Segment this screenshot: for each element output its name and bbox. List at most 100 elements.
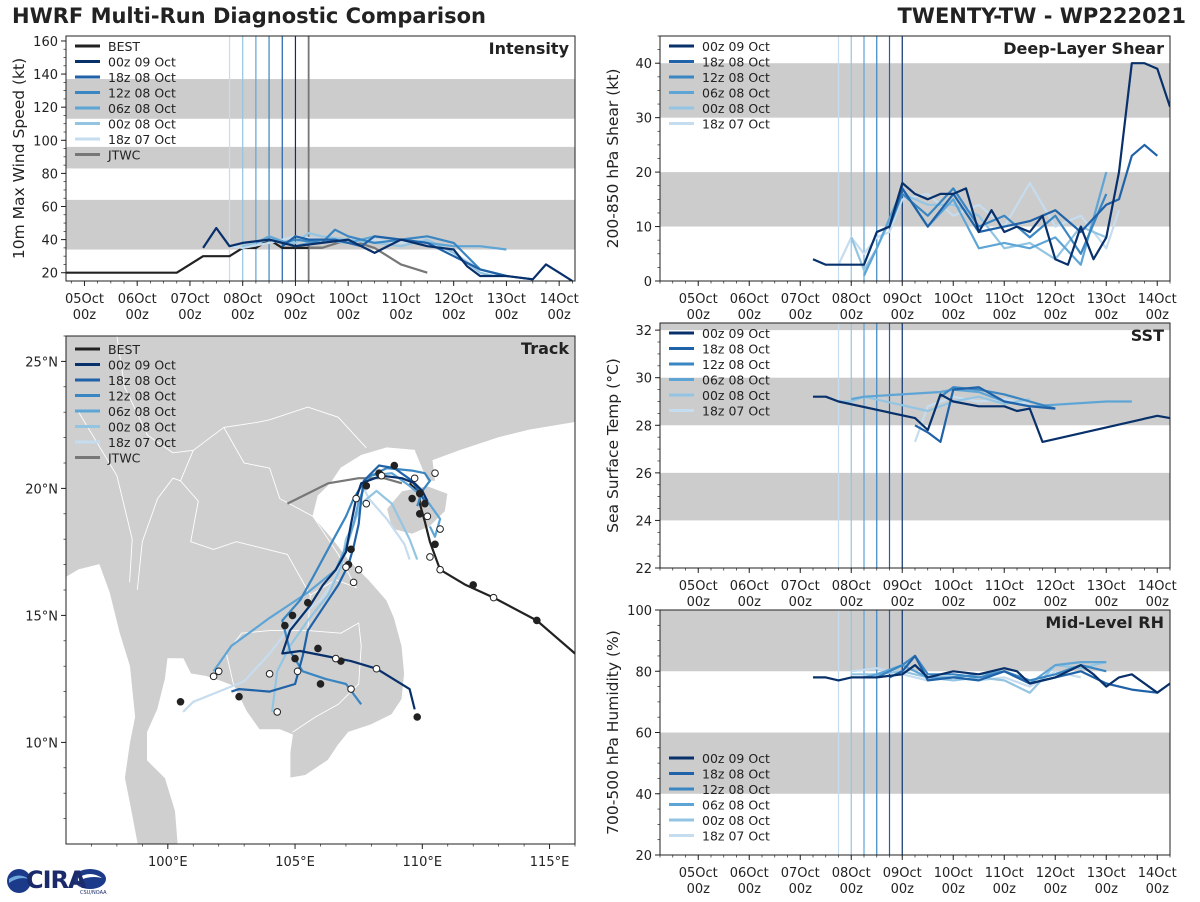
x-tick-label: 00z (840, 595, 864, 610)
x-tick-label: 00z (891, 882, 915, 897)
legend-entry: 00z 08 Oct (702, 813, 770, 828)
x-tick-label: 14Oct (1138, 866, 1177, 881)
x-tick-label: 13Oct (487, 292, 526, 307)
x-tick-label: 08Oct (832, 866, 871, 881)
track-position-filled (533, 616, 541, 625)
y-tick-label: 160 (33, 35, 58, 50)
x-tick-label: 00z (1095, 595, 1119, 610)
legend-entry: 18z 08 Oct (108, 373, 176, 388)
track-position-open (331, 654, 340, 663)
y-tick-label: 26 (635, 467, 652, 482)
series-group (813, 654, 1170, 694)
axes-frame (65, 35, 576, 282)
x-tick-label: 00z (231, 308, 255, 323)
x-tick-label: 05Oct (679, 292, 718, 307)
legend-entry: 12z 08 Oct (108, 86, 176, 101)
y-tick-label: 100 (33, 134, 58, 149)
cira-logo: CIRA CSU/NOAA (4, 864, 108, 898)
x-tick-label: 00z (178, 308, 202, 323)
x-tick-label: 14Oct (540, 292, 579, 307)
x-tick-label: 00z (1095, 882, 1119, 897)
track-position-filled (431, 540, 439, 549)
land-peninsula (414, 450, 435, 481)
track-position-open (347, 685, 355, 693)
legend-entry: 18z 07 Oct (108, 435, 176, 450)
x-tick-label: 00z (1146, 882, 1170, 897)
x-tick-label: 00z (942, 308, 966, 323)
series-line-jtwc (308, 238, 428, 274)
legend-entry: 00z 09 Oct (108, 55, 176, 70)
x-tick-label: 110°E (403, 855, 443, 870)
series-line-run_06z08 (851, 388, 1132, 408)
series-line-run_00z09 (813, 663, 1170, 694)
series-line-run_12z08 (876, 187, 1108, 255)
country-border (116, 336, 194, 454)
x-tick-label: 00z (1095, 308, 1119, 323)
panel-title: Track (521, 339, 569, 358)
x-tick-label: 05Oct (679, 579, 718, 594)
x-tick-label: 13Oct (1087, 866, 1126, 881)
track-position-filled (408, 494, 416, 503)
y-tick-label: 25°N (25, 355, 58, 370)
x-tick-label: 00z (687, 308, 711, 323)
x-tick-label: 10Oct (934, 866, 973, 881)
y-tick-label: 60 (41, 201, 58, 216)
x-tick-label: 00z (738, 595, 762, 610)
track-position-open (265, 670, 274, 678)
panel-track: 100°E 105°E 110°E 115°E 10°N 15°N 20°N 25°N Trac… (25, 335, 576, 870)
y-tick-label: 24 (635, 514, 652, 529)
series-line-run_18z07 (837, 181, 1121, 266)
x-tick-label: 00z (993, 882, 1017, 897)
legend-entry: JTWC (107, 148, 141, 163)
track-position-filled (390, 461, 399, 470)
country-border (193, 419, 270, 451)
x-tick-label: 00z (738, 882, 762, 897)
series-line-run_12z08 (939, 386, 1056, 410)
country-border (225, 630, 308, 687)
country-border (78, 411, 133, 583)
track-position-filled (314, 644, 322, 653)
legend-entry: 00z 08 Oct (108, 420, 176, 435)
panel-title: Mid-Level RH (1045, 613, 1164, 632)
track-position-open (342, 563, 350, 571)
legend-entry: BEST (108, 342, 140, 357)
track-position-open (431, 469, 439, 477)
shaded-band (66, 199, 575, 250)
legend-entry: 06z 08 Oct (702, 373, 770, 388)
y-tick-label: 28 (635, 419, 652, 434)
x-tick-label: 12Oct (1036, 866, 1075, 881)
logo-text: CIRA (26, 866, 87, 894)
series-line-run_18z08 (889, 654, 1158, 694)
y-tick-label: 100 (627, 604, 652, 619)
panel-sst: 22242628303205Oct00z06Oct00z07Oct00z08Oc… (604, 322, 1177, 610)
x-tick-label: 00z (891, 595, 915, 610)
x-tick-label: 00z (284, 308, 308, 323)
panel-title: Intensity (489, 39, 570, 58)
track-position-filled (469, 581, 478, 589)
track-position-filled (281, 621, 289, 630)
track-position-open (214, 667, 223, 676)
x-tick-label: 12Oct (1036, 579, 1075, 594)
x-tick-label: 00z (687, 882, 711, 897)
x-tick-label: 00z (687, 595, 711, 610)
x-tick-label: 09Oct (276, 292, 315, 307)
legend-entry: 00z 09 Oct (702, 39, 770, 54)
series-line-run_12z08 (876, 654, 1107, 682)
legend-entry: 18z 07 Oct (108, 132, 176, 147)
x-tick-label: 05Oct (679, 866, 718, 881)
x-tick-label: 12Oct (434, 292, 473, 307)
x-tick-label: 11Oct (381, 292, 420, 307)
y-axis-label: 10m Max Wind Speed (kt) (10, 58, 28, 259)
x-tick-label: 00z (126, 308, 150, 323)
x-tick-label: 11Oct (985, 866, 1024, 881)
y-tick-label: 30 (635, 372, 652, 387)
legend-entry: 18z 08 Oct (108, 70, 176, 85)
shaded-band (66, 79, 575, 119)
x-tick-label: 00z (1044, 595, 1068, 610)
x-tick-label: 00z (942, 882, 966, 897)
track-position-open (426, 553, 434, 561)
x-tick-label: 10Oct (329, 292, 368, 307)
legend-entry: 18z 07 Oct (702, 117, 770, 132)
country-border (292, 622, 362, 733)
y-tick-label: 32 (635, 324, 652, 339)
